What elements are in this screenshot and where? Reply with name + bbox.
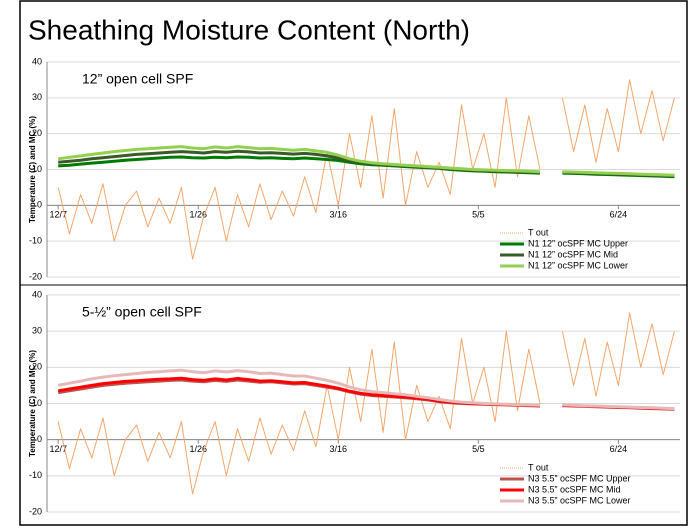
y-tick-label: 20 xyxy=(32,362,42,372)
slide-title: Sheathing Moisture Content (North) xyxy=(28,14,470,45)
panel-subtitle: 12” open cell SPF xyxy=(82,71,193,87)
y-tick-label: -10 xyxy=(29,470,42,480)
x-tick-label: 12/7 xyxy=(49,444,67,454)
y-tick-label: 0 xyxy=(37,434,42,444)
legend-label: N1 12” ocSPF MC Upper xyxy=(528,238,628,248)
slide-frame xyxy=(19,0,688,526)
x-tick-label: 3/16 xyxy=(330,210,348,220)
y-tick-label: -10 xyxy=(29,236,42,246)
y-tick-label: 40 xyxy=(32,289,42,299)
y-tick-label: 10 xyxy=(32,398,42,408)
legend-label: N3 5.5” ocSPF MC Mid xyxy=(528,484,621,494)
y-tick-label: 0 xyxy=(37,200,42,210)
y-axis-label: Temperature (C) and MC (%) xyxy=(28,116,37,223)
series-line xyxy=(57,79,675,260)
legend-label: T out xyxy=(528,462,549,472)
x-tick-label: 6/24 xyxy=(610,210,628,220)
legend-label: T out xyxy=(528,227,549,237)
y-tick-label: -20 xyxy=(29,271,42,281)
y-tick-label: 30 xyxy=(32,92,42,102)
series-line xyxy=(57,312,675,495)
panel-subtitle: 5-½” open cell SPF xyxy=(82,304,202,320)
x-tick-label: 1/26 xyxy=(189,210,207,220)
x-tick-label: 12/7 xyxy=(49,210,67,220)
y-tick-label: -20 xyxy=(29,506,42,516)
y-tick-label: 20 xyxy=(32,128,42,138)
y-tick-label: 10 xyxy=(32,164,42,174)
legend-label: N1 12” ocSPF MC Mid xyxy=(528,249,618,259)
y-axis-label: Temperature (C) and MC (%) xyxy=(28,350,37,457)
x-tick-label: 3/16 xyxy=(330,444,348,454)
legend-label: N1 12” ocSPF MC Lower xyxy=(528,260,628,270)
x-tick-label: 5/5 xyxy=(472,444,485,454)
legend-label: N3 5.5” ocSPF MC Upper xyxy=(528,473,631,483)
legend-label: N3 5.5” ocSPF MC Lower xyxy=(528,495,631,505)
x-tick-label: 6/24 xyxy=(610,444,628,454)
x-tick-label: 1/26 xyxy=(189,444,207,454)
series-line xyxy=(58,145,675,177)
x-tick-label: 5/5 xyxy=(472,210,485,220)
series-line xyxy=(57,368,675,411)
y-tick-label: 40 xyxy=(32,56,42,66)
y-tick-label: 30 xyxy=(32,326,42,336)
